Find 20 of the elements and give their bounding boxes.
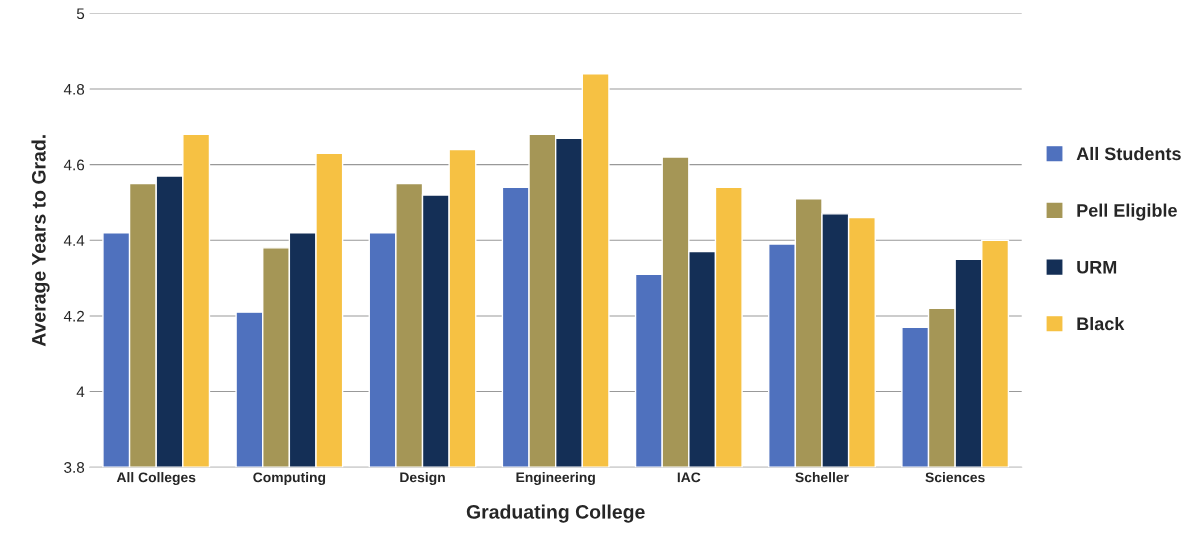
- x-axis-title: Graduating College: [466, 504, 645, 523]
- y-tick-label: 5: [76, 8, 85, 20]
- y-tick-label: 4.6: [63, 159, 85, 171]
- legend-label: All Students: [1076, 146, 1181, 161]
- x-tick-label: Scheller: [795, 472, 849, 483]
- y-tick-label: 3.8: [64, 462, 85, 473]
- x-tick-label: Computing: [253, 472, 326, 486]
- y-tick-label: 4.4: [63, 235, 85, 246]
- x-tick-label: Engineering: [516, 472, 595, 486]
- x-tick-label: Sciences: [925, 472, 985, 483]
- legend-label: URM: [1077, 260, 1117, 274]
- x-tick-label: All Colleges: [116, 472, 196, 486]
- legend-label: Black: [1077, 316, 1125, 331]
- y-tick-label: 4.8: [63, 83, 85, 95]
- y-tick-label: 4.2: [63, 310, 84, 322]
- y-tick-label: 4: [76, 386, 85, 398]
- x-tick-label: Design: [400, 472, 445, 486]
- y-axis-title: Average Years to Grad.: [31, 135, 50, 347]
- legend-label: Pell Eligible: [1077, 203, 1177, 221]
- x-tick-label: IAC: [677, 472, 701, 483]
